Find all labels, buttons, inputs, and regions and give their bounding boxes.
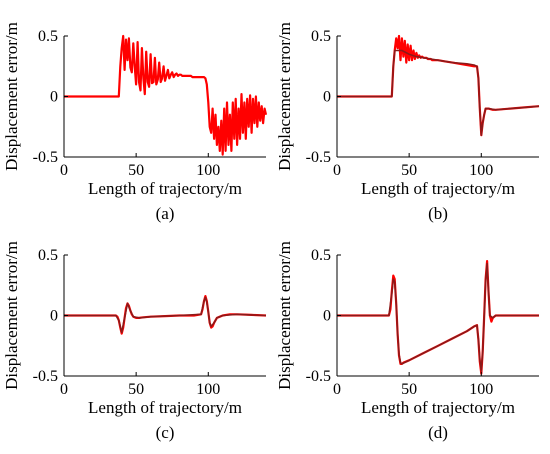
x-tick-label-b-0: 0 [333, 162, 341, 179]
y-tick-label-c-0: 0.5 [38, 247, 58, 264]
x-tick-label-c-2: 100 [196, 381, 220, 398]
x-tick-label-c-0: 0 [60, 381, 68, 398]
panel-label-c: (c) [156, 423, 175, 442]
x-tick-label-d-0: 0 [333, 381, 341, 398]
y-tick-label-d-2: -0.5 [306, 368, 331, 385]
y-axis-label-d: Displacement error/m [275, 241, 294, 390]
y-tick-label-a-2: -0.5 [33, 149, 58, 166]
series-line-b-2 [337, 49, 540, 136]
panel-label-a: (a) [156, 204, 175, 223]
panel-label-d: (d) [428, 423, 448, 442]
y-tick-label-c-1: 0 [50, 308, 58, 325]
y-axis-label-c: Displacement error/m [2, 241, 21, 390]
x-tick-label-d-2: 100 [469, 381, 493, 398]
y-axis-label-a: Displacement error/m [2, 22, 21, 171]
x-tick-label-b-1: 50 [401, 162, 417, 179]
x-tick-label-a-0: 0 [60, 162, 68, 179]
y-tick-label-b-2: -0.5 [306, 149, 331, 166]
x-tick-label-a-2: 100 [196, 162, 220, 179]
y-tick-label-b-0: 0.5 [311, 28, 331, 45]
y-tick-label-a-1: 0 [50, 89, 58, 106]
x-tick-label-a-1: 50 [128, 162, 144, 179]
y-tick-label-b-1: 0 [323, 89, 331, 106]
series-line-c-2 [64, 296, 267, 334]
x-axis-label-a: Length of trajectory/m [88, 179, 242, 198]
series-line-d-1 [337, 260, 539, 375]
x-tick-label-d-1: 50 [401, 381, 417, 398]
y-tick-label-d-0: 0.5 [311, 247, 331, 264]
y-axis-label-b: Displacement error/m [275, 22, 294, 171]
series-line-d-2 [337, 262, 539, 373]
x-axis-label-b: Length of trajectory/m [361, 179, 515, 198]
y-tick-label-c-2: -0.5 [33, 368, 58, 385]
series-line-a-1 [64, 34, 268, 156]
y-tick-label-d-1: 0 [323, 308, 331, 325]
panel-label-b: (b) [428, 204, 448, 223]
y-tick-label-a-0: 0.5 [38, 28, 58, 45]
series-line-b-1 [337, 34, 540, 137]
x-axis-label-c: Length of trajectory/m [88, 398, 242, 417]
x-tick-label-b-2: 100 [469, 162, 493, 179]
x-axis-label-d: Length of trajectory/m [361, 398, 515, 417]
x-tick-label-c-1: 50 [128, 381, 144, 398]
